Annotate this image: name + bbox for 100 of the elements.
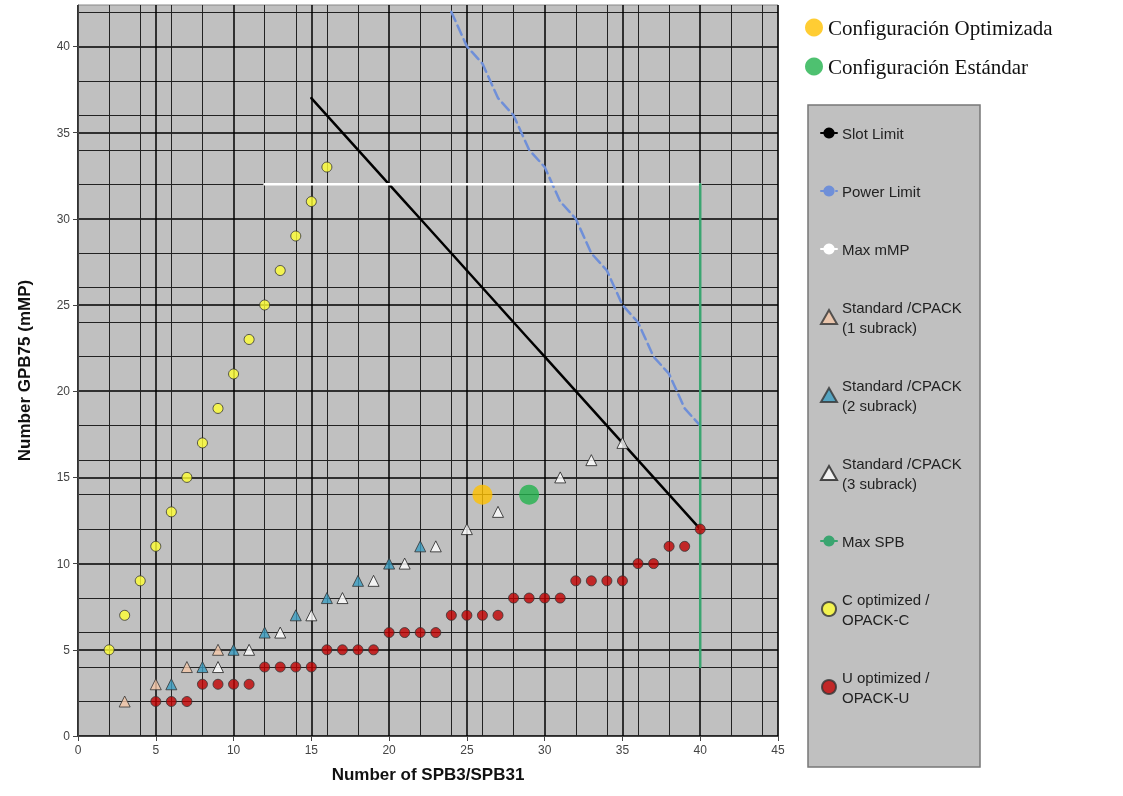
point (243, 678, 255, 690)
point (648, 558, 660, 570)
point (321, 161, 333, 173)
point (196, 678, 208, 690)
point (539, 592, 551, 604)
legend-label: Max SPB (842, 532, 905, 550)
legend-label: C optimized /OPACK-C (842, 590, 931, 628)
point (399, 627, 411, 639)
point (472, 484, 493, 505)
y-tick-label: 20 (56, 384, 71, 399)
point (398, 557, 411, 570)
point (492, 505, 504, 518)
point (616, 575, 628, 587)
legend-label: Slot Limit (842, 124, 905, 142)
point (508, 592, 520, 604)
y-tick-label: 15 (56, 470, 71, 485)
point (228, 368, 240, 380)
point (461, 609, 473, 621)
point (119, 609, 131, 621)
point (165, 506, 177, 518)
point (259, 299, 271, 311)
point (554, 592, 566, 604)
point (460, 523, 473, 536)
y-tick-label: 35 (56, 125, 71, 140)
point (305, 609, 318, 622)
point (258, 626, 271, 639)
point (429, 540, 442, 553)
y-axis-title: Number GPB75 (mMP) (15, 279, 34, 462)
point (601, 575, 613, 587)
point (679, 540, 691, 552)
x-axis-title: Number of SPB3/SPB31 (331, 765, 525, 784)
point (305, 196, 317, 208)
legend-label: Standard /CPACK (2 subrack) (842, 376, 966, 414)
point (103, 644, 115, 656)
x-tick-label: 20 (382, 743, 397, 757)
y-tick-label: 40 (56, 39, 71, 54)
point (430, 627, 442, 639)
y-tick-label: 5 (63, 642, 71, 657)
point (476, 609, 488, 621)
point (585, 575, 597, 587)
point (212, 402, 224, 414)
point (181, 696, 193, 708)
point (290, 230, 302, 242)
point (149, 678, 162, 691)
point (519, 484, 540, 505)
point (694, 523, 706, 535)
point (274, 626, 287, 639)
y-tick-label: 30 (56, 211, 71, 226)
legend-label: U optimized /OPACK-U (842, 668, 931, 706)
point (383, 557, 396, 570)
x-tick-label: 45 (771, 743, 785, 757)
x-tick-label: 25 (460, 743, 474, 757)
point (289, 609, 302, 622)
point (181, 471, 193, 483)
point (632, 558, 644, 570)
point (227, 643, 240, 656)
line-series (450, 10, 702, 427)
point (367, 574, 380, 587)
point (352, 574, 364, 587)
point (414, 540, 427, 553)
point (352, 644, 364, 656)
point (570, 575, 582, 587)
legend-label: Max mMP (842, 240, 910, 258)
point (523, 592, 535, 604)
point (243, 333, 255, 345)
legend-label: Configuración Optimizada (828, 15, 1054, 40)
x-tick-label: 15 (304, 743, 319, 757)
point (554, 471, 567, 484)
point (383, 627, 395, 639)
legend-label: Standard /CPACK (1 subrack) (842, 298, 966, 336)
point (228, 678, 240, 690)
point (336, 644, 348, 656)
point (492, 609, 504, 621)
point (134, 575, 146, 587)
point (180, 661, 193, 674)
point (274, 661, 286, 673)
legend-label: Power Limit (842, 182, 922, 200)
point (368, 644, 380, 656)
point (321, 644, 333, 656)
point (118, 695, 131, 708)
point (274, 265, 286, 276)
point (150, 696, 162, 708)
y-tick-label: 10 (56, 556, 71, 571)
point (165, 696, 177, 708)
x-tick-label: 35 (615, 743, 630, 757)
point (336, 592, 349, 605)
point (165, 678, 178, 691)
point (212, 678, 224, 690)
point (243, 643, 256, 656)
point (212, 661, 224, 674)
x-tick-label: 10 (226, 743, 241, 757)
point (320, 592, 333, 605)
point (585, 454, 598, 467)
x-tick-label: 30 (537, 743, 552, 757)
y-tick-label: 0 (63, 729, 71, 743)
point (259, 661, 271, 673)
point (616, 436, 629, 449)
point (212, 643, 224, 656)
x-tick-label: 40 (693, 743, 708, 757)
point (414, 627, 426, 639)
